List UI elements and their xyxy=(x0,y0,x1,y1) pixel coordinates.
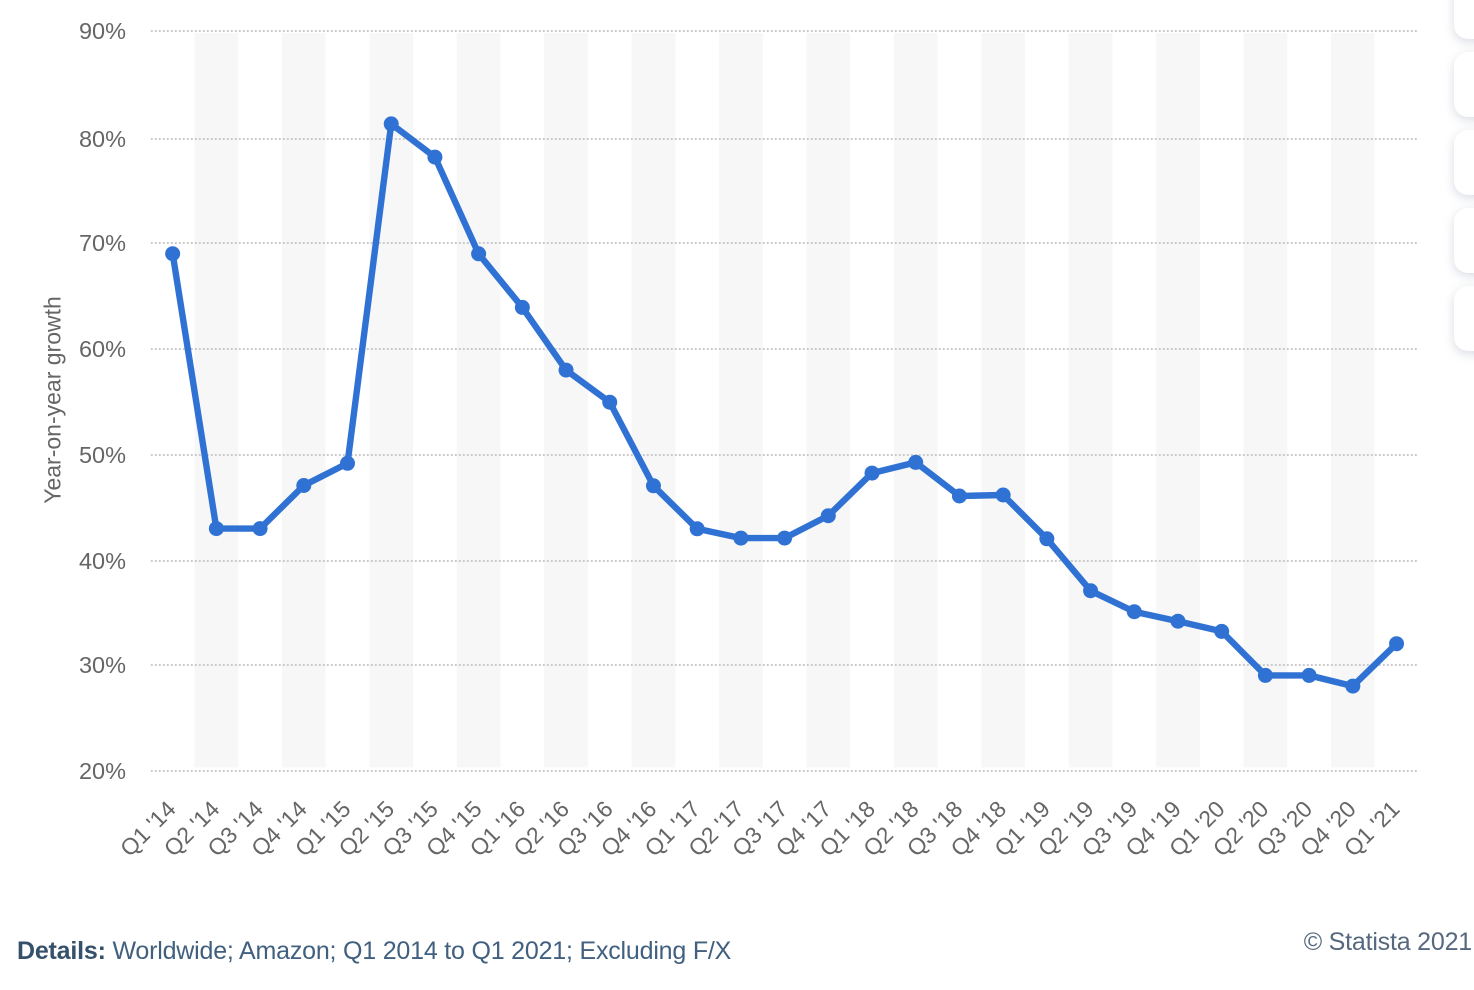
svg-text:80%: 80% xyxy=(79,126,126,152)
svg-text:40%: 40% xyxy=(79,548,126,574)
svg-text:70%: 70% xyxy=(79,230,126,256)
svg-text:50%: 50% xyxy=(79,442,126,468)
svg-text:30%: 30% xyxy=(79,652,126,678)
svg-text:Year-on-year growth: Year-on-year growth xyxy=(40,296,66,504)
svg-text:20%: 20% xyxy=(79,758,126,784)
svg-text:90%: 90% xyxy=(79,18,126,44)
svg-text:60%: 60% xyxy=(79,336,126,362)
